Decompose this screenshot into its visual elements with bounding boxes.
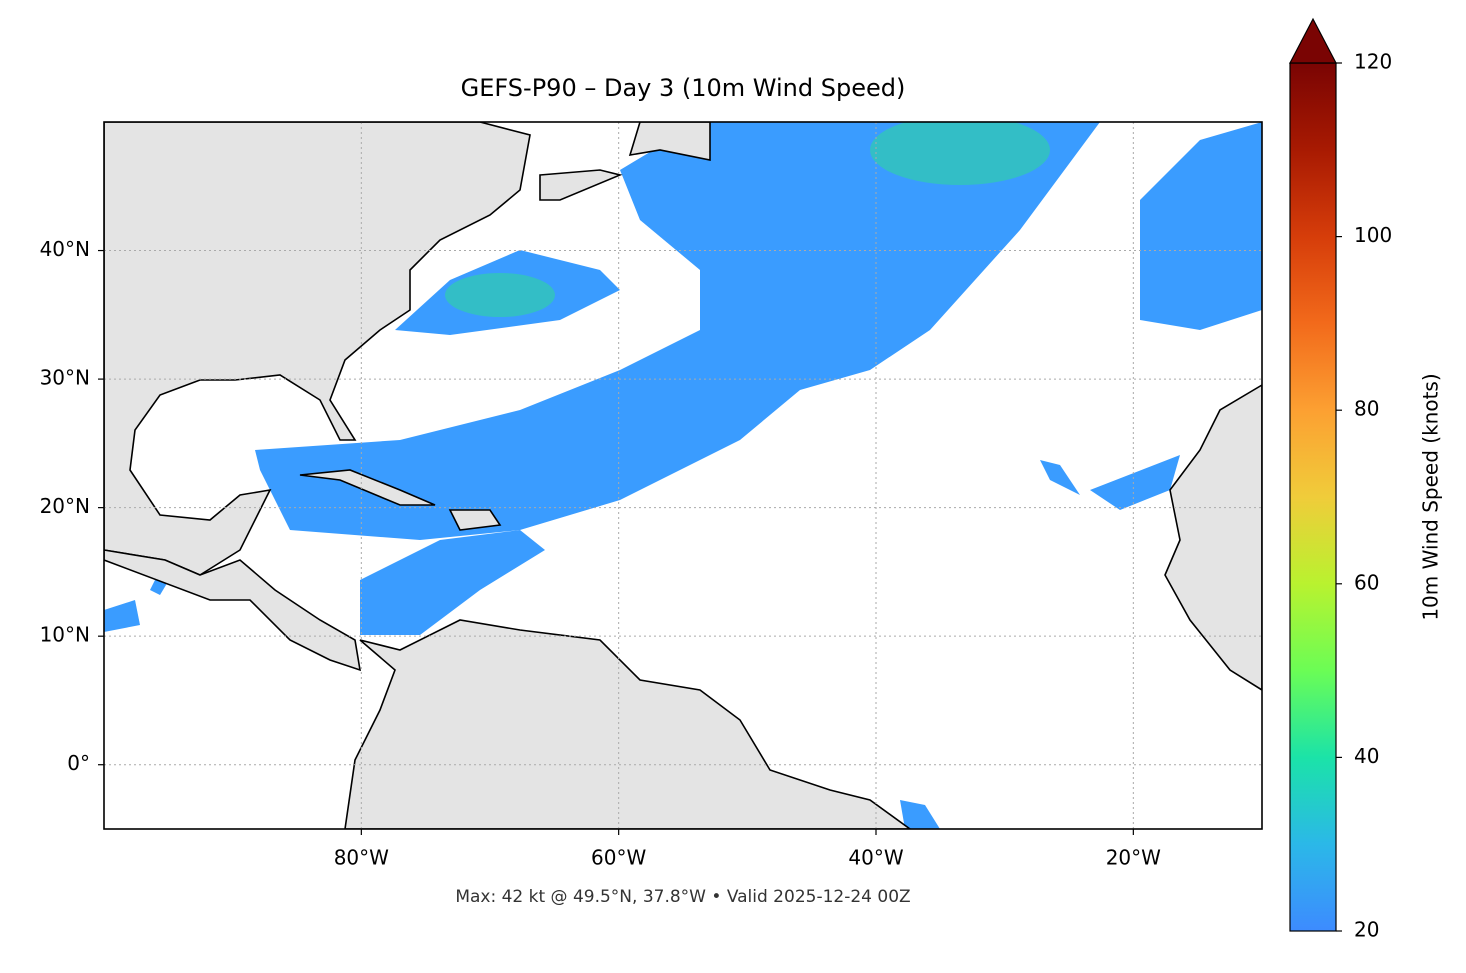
x-tick-label: 40°W: [848, 846, 903, 870]
land: [104, 549, 362, 672]
chart-subtitle: Max: 42 kt @ 49.5°N, 37.8°W • Valid 2025…: [455, 887, 910, 907]
colorbar-extend: [1289, 17, 1337, 64]
y-tick-label: 30°N: [40, 366, 90, 390]
wind-area: [1040, 460, 1080, 495]
wind-area: [255, 122, 1100, 540]
wind-area: [870, 122, 1050, 185]
land: [628, 122, 711, 161]
wind-area: [1140, 122, 1262, 330]
colorbar: [1289, 62, 1337, 932]
map-frame: [103, 121, 1263, 830]
y-tick-label: 0°: [67, 751, 90, 775]
land: [344, 619, 912, 829]
x-tick-label: 60°W: [591, 846, 646, 870]
map: [104, 122, 1262, 829]
colorbar-tick-label: 100: [1354, 223, 1392, 247]
land: [448, 509, 502, 531]
colorbar-label: 10m Wind Speed (knots): [1419, 373, 1443, 620]
wind-area: [445, 273, 555, 317]
colorbar-tick-label: 20: [1354, 918, 1379, 942]
wind-area: [360, 530, 545, 635]
y-tick-label: 10°N: [40, 623, 90, 647]
land: [104, 122, 531, 576]
x-tick-label: 20°W: [1106, 846, 1161, 870]
land: [1164, 384, 1262, 691]
y-tick-label: 20°N: [40, 494, 90, 518]
chart-title: GEFS-P90 – Day 3 (10m Wind Speed): [461, 74, 906, 102]
x-tick-label: 80°W: [334, 846, 389, 870]
colorbar-tick-label: 80: [1354, 397, 1379, 421]
wind-area: [1090, 455, 1180, 510]
colorbar-tick-label: 120: [1354, 50, 1392, 74]
grid: [104, 122, 1262, 829]
colorbar-tick-label: 60: [1354, 570, 1379, 594]
y-tick-label: 40°N: [40, 237, 90, 261]
land: [539, 169, 623, 201]
land: [299, 469, 436, 506]
wind-area: [104, 600, 140, 632]
wind-area: [900, 800, 940, 829]
colorbar-tick-label: 40: [1354, 744, 1379, 768]
